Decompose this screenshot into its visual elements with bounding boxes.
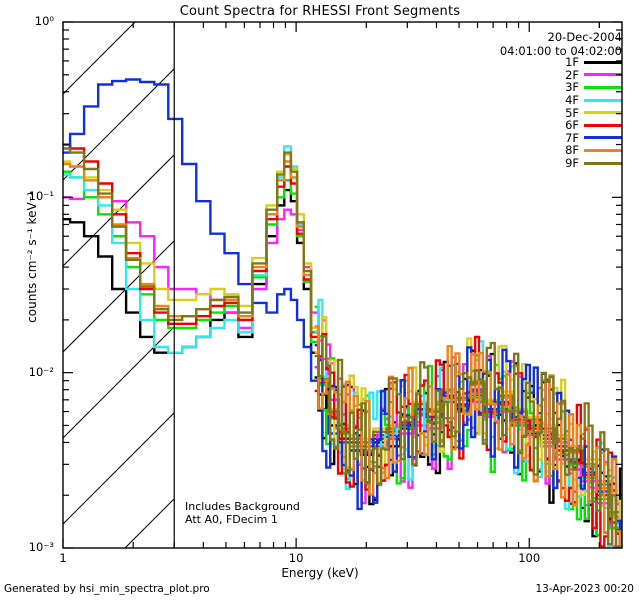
legend-label: 5F xyxy=(565,105,579,120)
legend-item-5f[interactable]: 5F xyxy=(565,105,622,120)
legend-color-swatch xyxy=(584,148,622,152)
y-tick-label: 10⁻³ xyxy=(28,540,54,554)
y-tick-label: 10⁰ xyxy=(34,14,54,28)
plot-frame xyxy=(62,21,623,549)
page-title: Count Spectra for RHESSI Front Segments xyxy=(179,4,461,19)
legend-item-8f[interactable]: 8F xyxy=(565,143,622,158)
y-tick-label: 10⁻² xyxy=(28,364,54,379)
legend-color-swatch xyxy=(584,60,622,64)
legend-item-1f[interactable]: 1F xyxy=(565,55,622,70)
x-tick-label: 10 xyxy=(288,551,304,565)
legend-item-6f[interactable]: 6F xyxy=(565,118,622,133)
hatched-excluded-band xyxy=(63,22,175,548)
observation-time-range: 04:01:00 to 04:02:00 xyxy=(499,44,622,58)
legend-label: 7F xyxy=(565,130,579,145)
legend-item-2f[interactable]: 2F xyxy=(565,67,622,82)
legend-item-4f[interactable]: 4F xyxy=(565,93,622,108)
legend-item-3f[interactable]: 3F xyxy=(565,80,622,95)
legend-item-9f[interactable]: 9F xyxy=(565,156,622,171)
legend-color-swatch xyxy=(584,98,622,102)
legend-label: 6F xyxy=(565,118,579,133)
observation-date: 20-Dec-2004 xyxy=(547,30,622,44)
footer-timestamp: 13-Apr-2023 00:20 xyxy=(535,583,634,595)
legend-label: 4F xyxy=(565,93,579,108)
series-noise-9f xyxy=(314,335,622,548)
y-tick-label: 10⁻¹ xyxy=(28,189,54,204)
legend-color-swatch xyxy=(584,136,622,140)
legend-item-7f[interactable]: 7F xyxy=(565,130,622,145)
legend-label: 8F xyxy=(565,143,579,158)
legend-label: 2F xyxy=(565,67,579,82)
legend-color-swatch xyxy=(584,123,622,127)
axis-ticks xyxy=(62,21,622,549)
legend-color-swatch xyxy=(584,111,622,115)
legend-color-swatch xyxy=(584,161,622,165)
footer-generator: Generated by hsi_min_spectra_plot.pro xyxy=(4,583,210,595)
x-tick-label: 1 xyxy=(59,551,67,565)
annotation-includes-background: Includes Background xyxy=(185,500,300,513)
x-tick-label: 100 xyxy=(518,551,541,565)
legend-label: 9F xyxy=(565,156,579,171)
legend-label: 3F xyxy=(565,80,579,95)
legend-color-swatch xyxy=(584,73,622,77)
legend-color-swatch xyxy=(584,85,622,89)
annotation-attenuator-state: Att A0, FDecim 1 xyxy=(185,513,278,526)
legend: 1F 2F 3F 4F 5F 6F 7F 8F 9F xyxy=(565,55,622,171)
series-noise-8f xyxy=(314,325,622,548)
legend-label: 1F xyxy=(565,55,579,70)
x-axis-label: Energy (keV) xyxy=(281,566,359,580)
